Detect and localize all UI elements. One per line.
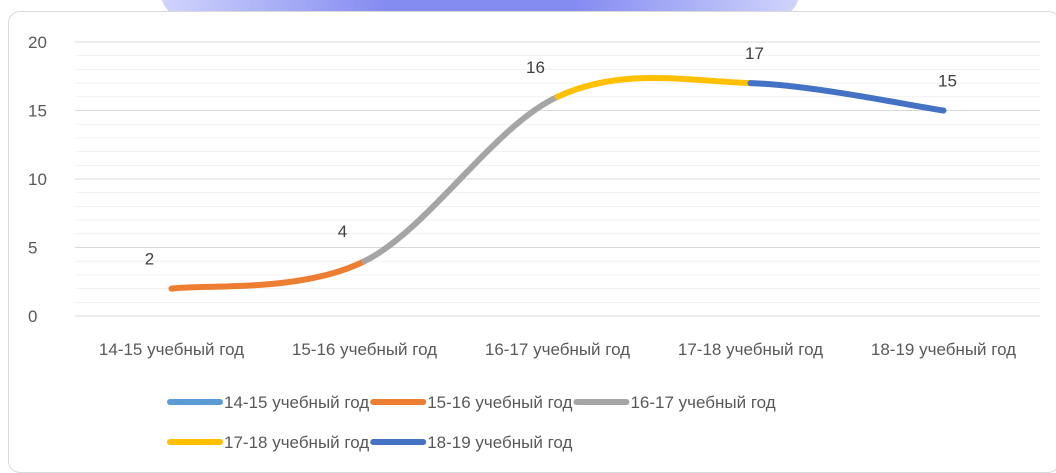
data-label: 4 — [338, 222, 347, 241]
legend: 14-15 учебный год 15-16 учебный год 16-17 … — [167, 393, 776, 452]
line-chart: 0 5 10 15 20 14-15 учебный год 15-16 учебный … — [28, 33, 1040, 452]
x-tick-label: 14-15 учебный год — [99, 340, 244, 359]
y-axis-ticks: 0 5 10 15 20 — [28, 33, 47, 326]
data-labels: 2 4 16 17 15 — [145, 44, 957, 269]
data-label: 2 — [145, 250, 154, 269]
line-segment — [168, 258, 368, 292]
legend-label: 15-16 учебный год — [427, 393, 572, 412]
major-gridlines — [75, 41, 1040, 317]
x-tick-label: 16-17 учебный год — [485, 340, 630, 359]
data-label: 17 — [745, 44, 764, 63]
x-tick-label: 15-16 учебный год — [292, 340, 437, 359]
line-segment — [361, 93, 561, 265]
line-segment — [554, 75, 754, 100]
line-segment — [747, 80, 947, 114]
legend-label: 14-15 учебный год — [224, 393, 369, 412]
x-axis-ticks: 14-15 учебный год 15-16 учебный год 16-17 … — [99, 340, 1016, 359]
line-segments — [168, 75, 947, 292]
x-tick-label: 18-19 учебный год — [871, 340, 1016, 359]
data-label: 15 — [938, 72, 957, 91]
legend-label: 17-18 учебный год — [224, 433, 369, 452]
x-tick-label: 17-18 учебный год — [678, 340, 823, 359]
legend-label: 18-19 учебный год — [427, 433, 572, 452]
y-tick-label: 15 — [28, 102, 47, 121]
y-tick-label: 10 — [28, 170, 47, 189]
legend-label: 16-17 учебный год — [630, 393, 775, 412]
y-tick-label: 20 — [28, 33, 47, 52]
data-label: 16 — [526, 58, 545, 77]
y-tick-label: 5 — [28, 239, 37, 258]
y-tick-label: 0 — [28, 307, 37, 326]
